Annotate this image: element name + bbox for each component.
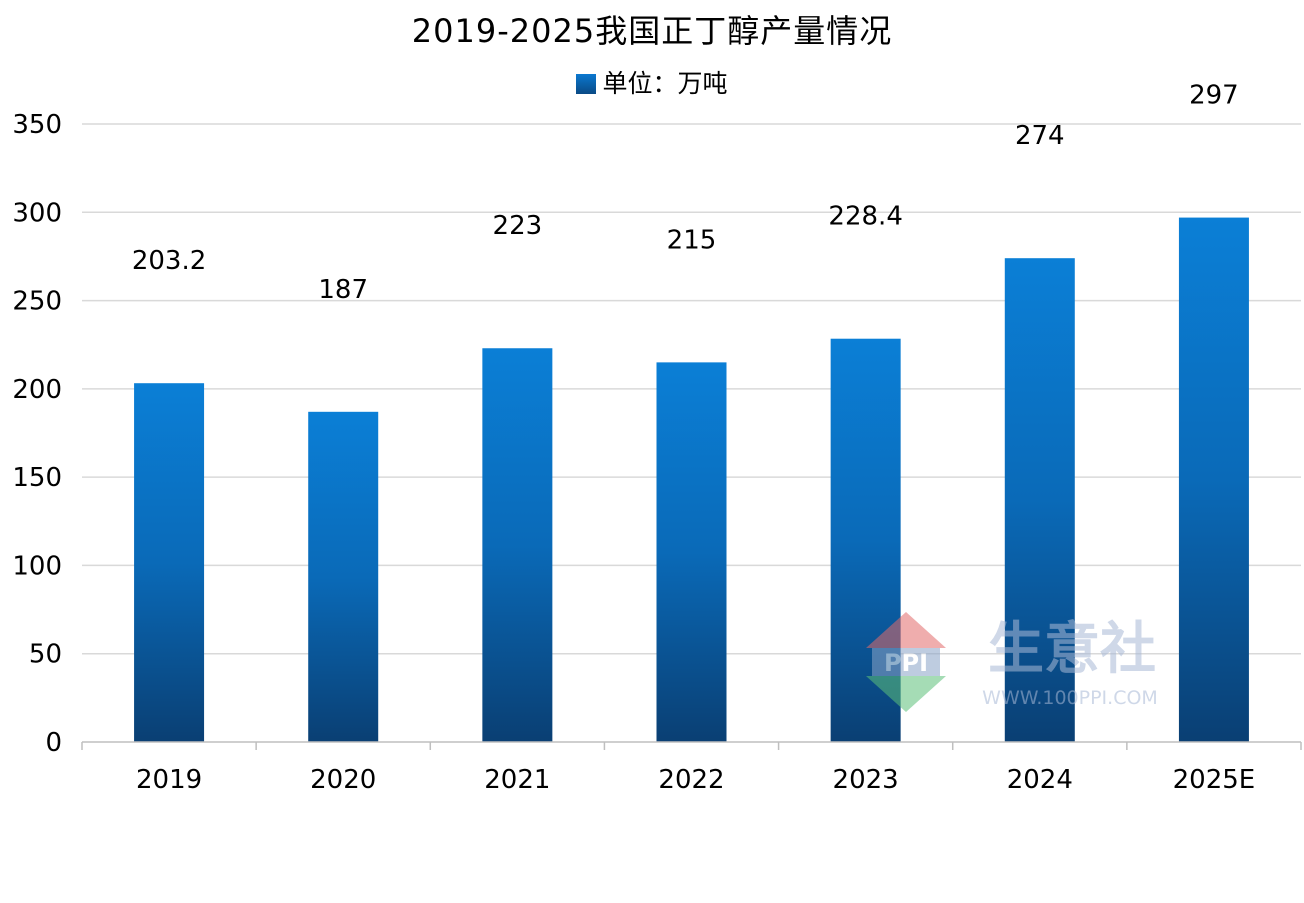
- bar-2022: [656, 362, 727, 742]
- y-tick-label: 200: [12, 375, 62, 405]
- chart-title: 2019-2025我国正丁醇产量情况: [411, 12, 893, 50]
- data-label: 203.2: [132, 246, 206, 276]
- x-tick-label: 2022: [658, 765, 724, 795]
- x-tick-label: 2023: [833, 765, 899, 795]
- legend-swatch: [576, 74, 597, 94]
- x-tick-label: 2024: [1007, 765, 1073, 795]
- data-label: 187: [318, 275, 368, 305]
- data-label: 223: [493, 211, 543, 241]
- x-tick-label: 2019: [136, 765, 202, 795]
- legend: 单位：万吨: [0, 64, 1304, 100]
- data-label: 274: [1015, 121, 1065, 151]
- y-tick-label: 100: [12, 551, 62, 581]
- x-tick-label: 2020: [310, 765, 376, 795]
- bar-2025E: [1178, 217, 1249, 742]
- bar-2019: [134, 383, 205, 742]
- bar-2021: [482, 348, 553, 742]
- bar-2024: [1004, 258, 1075, 742]
- watermark-url: WWW.100PPI.COM: [982, 687, 1158, 709]
- y-tick-label: 250: [12, 287, 62, 317]
- data-label: 228.4: [828, 202, 902, 232]
- y-tick-label: 0: [45, 728, 62, 758]
- watermark-logo: PPI 生意社 WWW.100PPI.COM: [866, 612, 1158, 712]
- data-label: 215: [667, 225, 717, 255]
- watermark-brand: 生意社: [988, 617, 1156, 682]
- watermark-ppi: PPI: [884, 649, 928, 677]
- data-label: 297: [1189, 81, 1239, 111]
- bar-2020: [308, 411, 379, 742]
- y-tick-label: 150: [12, 463, 62, 493]
- legend-label: 单位：万吨: [602, 69, 728, 98]
- y-tick-label: 50: [29, 640, 62, 670]
- x-tick-label: 2021: [484, 765, 550, 795]
- y-tick-label: 350: [12, 110, 62, 140]
- x-tick-label: 2025E: [1173, 765, 1256, 795]
- y-tick-label: 300: [12, 198, 62, 228]
